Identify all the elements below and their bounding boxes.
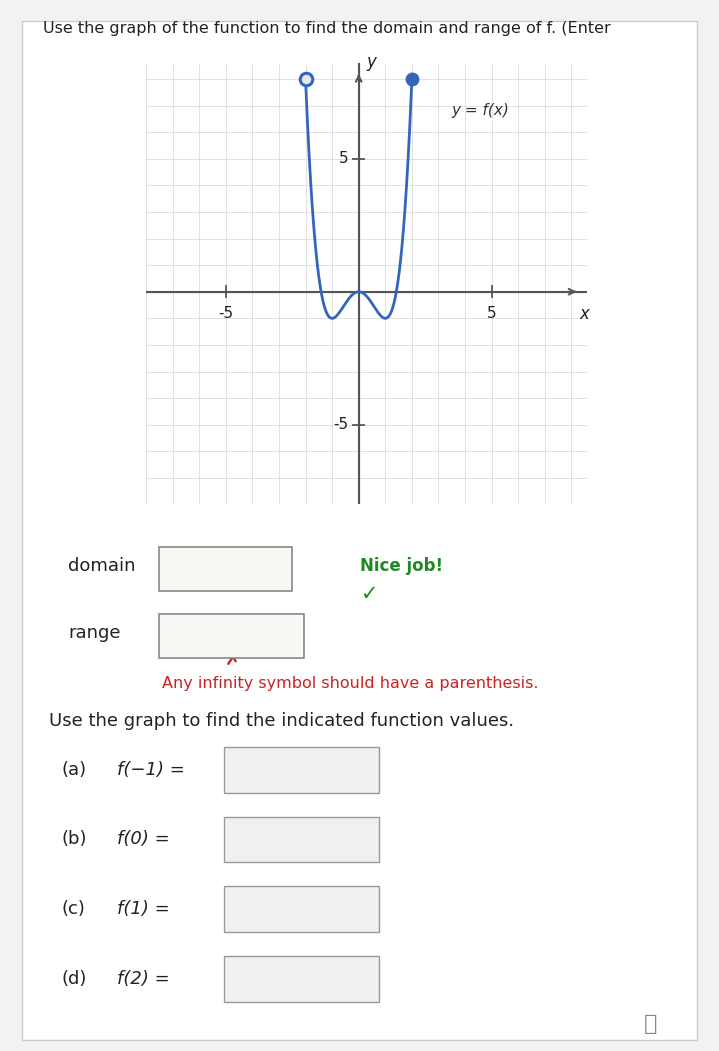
- Text: 5: 5: [339, 151, 348, 166]
- Text: (c): (c): [62, 900, 86, 918]
- FancyBboxPatch shape: [159, 548, 292, 591]
- Text: (a): (a): [62, 761, 87, 779]
- FancyBboxPatch shape: [224, 886, 379, 932]
- FancyBboxPatch shape: [224, 747, 379, 792]
- Text: f(0) =: f(0) =: [116, 830, 170, 848]
- FancyBboxPatch shape: [159, 614, 305, 658]
- Text: (−2,2]: (−2,2]: [196, 557, 255, 575]
- Text: y: y: [367, 53, 377, 71]
- Text: f(−1) =: f(−1) =: [116, 761, 185, 779]
- Text: x: x: [580, 305, 590, 323]
- Text: Use the graph to find the indicated function values.: Use the graph to find the indicated func…: [49, 713, 514, 730]
- Text: ✓: ✓: [360, 583, 378, 603]
- Text: ⓘ: ⓘ: [644, 1014, 657, 1034]
- Text: Use the graph of the function to find the domain and range of f. (Enter: Use the graph of the function to find th…: [43, 21, 611, 37]
- Text: Any infinity symbol should have a parenthesis.: Any infinity symbol should have a parent…: [162, 677, 539, 692]
- FancyBboxPatch shape: [224, 956, 379, 1002]
- Text: [−∞,∞): [−∞,∞): [200, 624, 265, 642]
- Text: f(1) =: f(1) =: [116, 900, 170, 918]
- Text: f(2) =: f(2) =: [116, 970, 170, 988]
- Text: y = f(x): y = f(x): [452, 103, 510, 119]
- Text: -5: -5: [333, 417, 348, 432]
- Text: 5: 5: [487, 307, 497, 322]
- Text: -5: -5: [218, 307, 234, 322]
- Text: (d): (d): [62, 970, 87, 988]
- Text: Nice job!: Nice job!: [360, 557, 443, 575]
- FancyBboxPatch shape: [224, 817, 379, 862]
- Text: domain: domain: [68, 557, 136, 575]
- Text: ✗: ✗: [225, 652, 242, 671]
- Text: (b): (b): [62, 830, 87, 848]
- Text: range: range: [68, 624, 121, 642]
